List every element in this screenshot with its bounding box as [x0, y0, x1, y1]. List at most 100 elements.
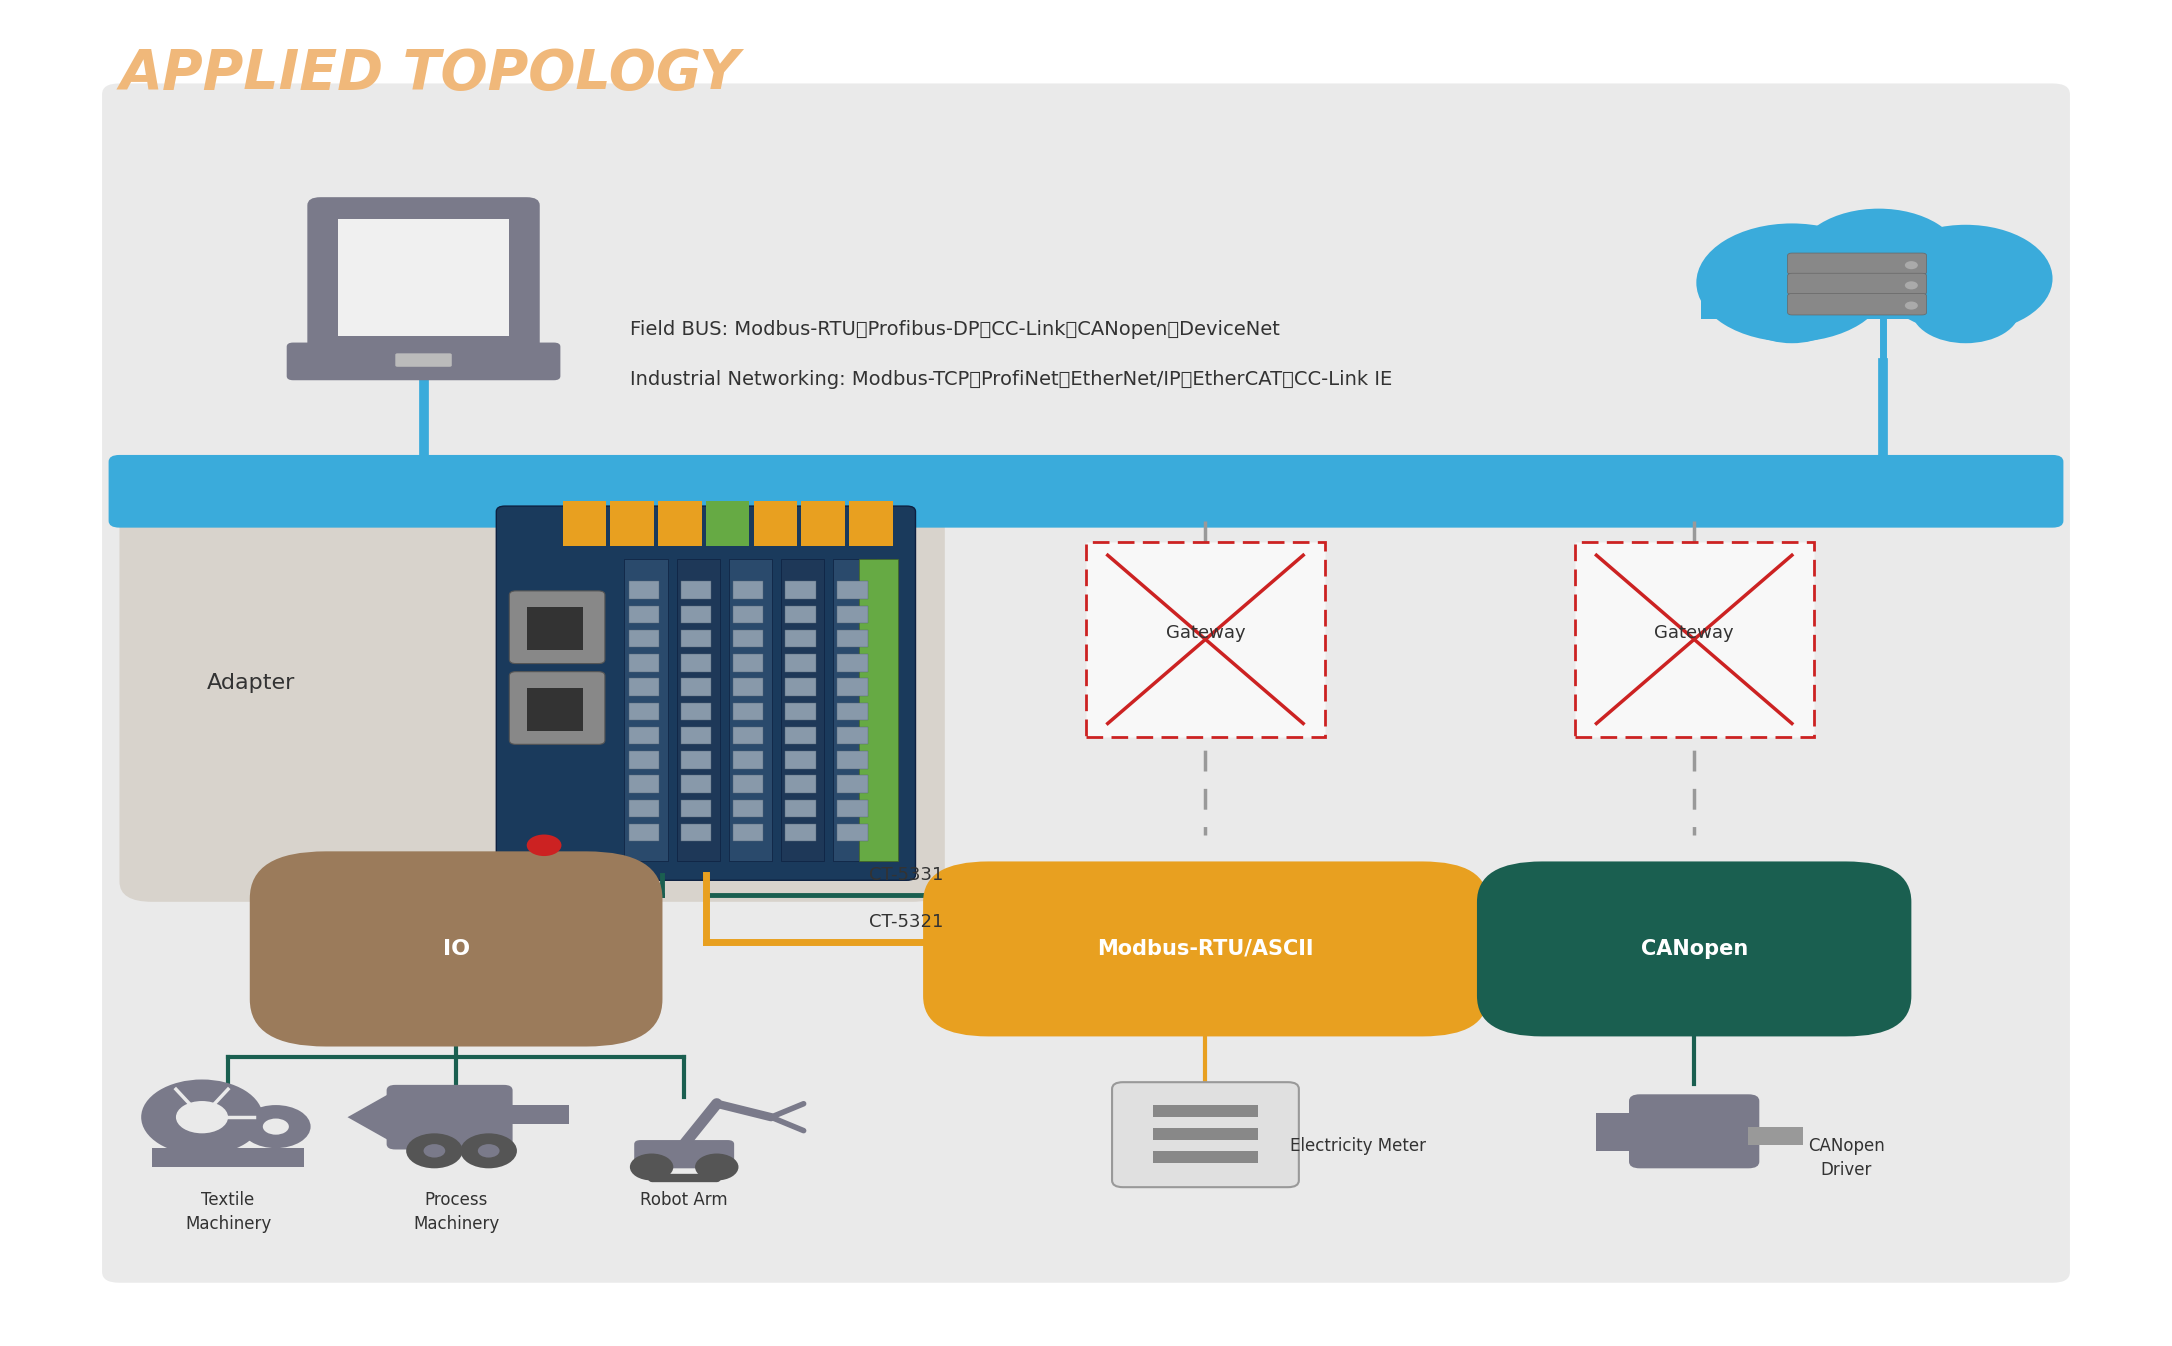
- Text: Gateway: Gateway: [1166, 623, 1245, 642]
- Circle shape: [478, 1144, 500, 1158]
- FancyBboxPatch shape: [152, 1148, 304, 1167]
- Text: IO: IO: [443, 940, 469, 958]
- FancyBboxPatch shape: [786, 606, 817, 623]
- FancyBboxPatch shape: [1788, 293, 1927, 315]
- FancyBboxPatch shape: [734, 824, 765, 841]
- Circle shape: [460, 1133, 517, 1168]
- FancyBboxPatch shape: [734, 775, 765, 793]
- FancyBboxPatch shape: [838, 678, 869, 696]
- FancyBboxPatch shape: [834, 559, 877, 861]
- FancyBboxPatch shape: [626, 559, 669, 861]
- Text: Textile
Machinery: Textile Machinery: [185, 1191, 272, 1233]
- FancyBboxPatch shape: [119, 464, 945, 902]
- FancyBboxPatch shape: [786, 727, 817, 744]
- FancyBboxPatch shape: [801, 501, 845, 546]
- FancyBboxPatch shape: [706, 501, 749, 546]
- FancyBboxPatch shape: [838, 606, 869, 623]
- FancyBboxPatch shape: [923, 861, 1488, 1036]
- FancyBboxPatch shape: [734, 800, 765, 817]
- Text: Gateway: Gateway: [1655, 623, 1733, 642]
- FancyBboxPatch shape: [1153, 1105, 1258, 1117]
- Text: Adapter: Adapter: [206, 673, 295, 693]
- Circle shape: [1879, 225, 2053, 332]
- Text: Process
Machinery: Process Machinery: [413, 1191, 500, 1233]
- FancyBboxPatch shape: [563, 501, 606, 546]
- FancyBboxPatch shape: [734, 606, 765, 623]
- FancyBboxPatch shape: [786, 751, 817, 769]
- FancyBboxPatch shape: [102, 83, 2070, 1283]
- FancyBboxPatch shape: [838, 727, 869, 744]
- Circle shape: [406, 1133, 463, 1168]
- FancyBboxPatch shape: [838, 630, 869, 647]
- FancyBboxPatch shape: [734, 703, 765, 720]
- FancyBboxPatch shape: [504, 1105, 569, 1124]
- FancyBboxPatch shape: [849, 501, 893, 546]
- Circle shape: [1905, 281, 1918, 289]
- Text: Industrial Networking: Modbus-TCP、ProfiNet、EtherNet/IP、EtherCAT、CC-Link IE: Industrial Networking: Modbus-TCP、ProfiN…: [630, 370, 1392, 389]
- FancyBboxPatch shape: [786, 630, 817, 647]
- FancyBboxPatch shape: [1748, 1127, 1803, 1145]
- FancyBboxPatch shape: [682, 800, 712, 817]
- Circle shape: [424, 1144, 445, 1158]
- Circle shape: [695, 1154, 738, 1180]
- FancyBboxPatch shape: [786, 800, 817, 817]
- FancyBboxPatch shape: [860, 559, 899, 861]
- FancyBboxPatch shape: [682, 654, 712, 672]
- Text: Electricity Meter: Electricity Meter: [1290, 1137, 1425, 1155]
- FancyBboxPatch shape: [250, 851, 662, 1047]
- FancyBboxPatch shape: [786, 824, 817, 841]
- FancyBboxPatch shape: [786, 581, 817, 599]
- FancyBboxPatch shape: [1153, 1151, 1258, 1163]
- FancyBboxPatch shape: [630, 606, 660, 623]
- Text: Robot Arm: Robot Arm: [641, 1191, 728, 1209]
- FancyBboxPatch shape: [838, 751, 869, 769]
- FancyBboxPatch shape: [786, 775, 817, 793]
- Circle shape: [141, 1079, 263, 1155]
- FancyBboxPatch shape: [634, 1140, 734, 1168]
- FancyBboxPatch shape: [109, 455, 2063, 528]
- FancyBboxPatch shape: [838, 703, 869, 720]
- FancyBboxPatch shape: [838, 654, 869, 672]
- Bar: [1575, 541, 1814, 738]
- FancyBboxPatch shape: [734, 581, 765, 599]
- Circle shape: [176, 1101, 228, 1133]
- FancyBboxPatch shape: [495, 506, 917, 880]
- Text: Modbus-RTU/ASCII: Modbus-RTU/ASCII: [1097, 940, 1314, 958]
- FancyBboxPatch shape: [1112, 1082, 1299, 1187]
- FancyBboxPatch shape: [508, 591, 604, 664]
- Circle shape: [1911, 276, 2020, 343]
- FancyBboxPatch shape: [838, 775, 869, 793]
- FancyBboxPatch shape: [630, 775, 660, 793]
- FancyBboxPatch shape: [630, 581, 660, 599]
- FancyBboxPatch shape: [1788, 253, 1927, 275]
- FancyBboxPatch shape: [786, 678, 817, 696]
- FancyBboxPatch shape: [630, 678, 660, 696]
- FancyBboxPatch shape: [630, 654, 660, 672]
- FancyBboxPatch shape: [734, 630, 765, 647]
- FancyBboxPatch shape: [1153, 1128, 1258, 1140]
- FancyBboxPatch shape: [308, 197, 539, 354]
- Text: CT-5321: CT-5321: [869, 914, 943, 931]
- FancyBboxPatch shape: [395, 353, 452, 366]
- FancyBboxPatch shape: [782, 559, 825, 861]
- Text: Field BUS: Modbus-RTU、Profibus-DP、CC-Link、CANopen、DeviceNet: Field BUS: Modbus-RTU、Profibus-DP、CC-Lin…: [630, 320, 1279, 339]
- FancyBboxPatch shape: [682, 751, 712, 769]
- Circle shape: [1696, 223, 1887, 342]
- FancyBboxPatch shape: [630, 800, 660, 817]
- FancyBboxPatch shape: [682, 630, 712, 647]
- FancyBboxPatch shape: [630, 727, 660, 744]
- Text: CT-5331: CT-5331: [869, 867, 943, 884]
- Text: CANopen: CANopen: [1640, 940, 1748, 958]
- FancyBboxPatch shape: [508, 672, 604, 744]
- FancyBboxPatch shape: [682, 703, 712, 720]
- FancyBboxPatch shape: [1701, 279, 2013, 319]
- FancyBboxPatch shape: [786, 654, 817, 672]
- FancyBboxPatch shape: [734, 678, 765, 696]
- Circle shape: [528, 835, 560, 856]
- FancyBboxPatch shape: [682, 775, 712, 793]
- FancyBboxPatch shape: [734, 727, 765, 744]
- FancyBboxPatch shape: [1788, 273, 1927, 295]
- FancyBboxPatch shape: [630, 751, 660, 769]
- Circle shape: [1905, 261, 1918, 269]
- Circle shape: [1905, 302, 1918, 310]
